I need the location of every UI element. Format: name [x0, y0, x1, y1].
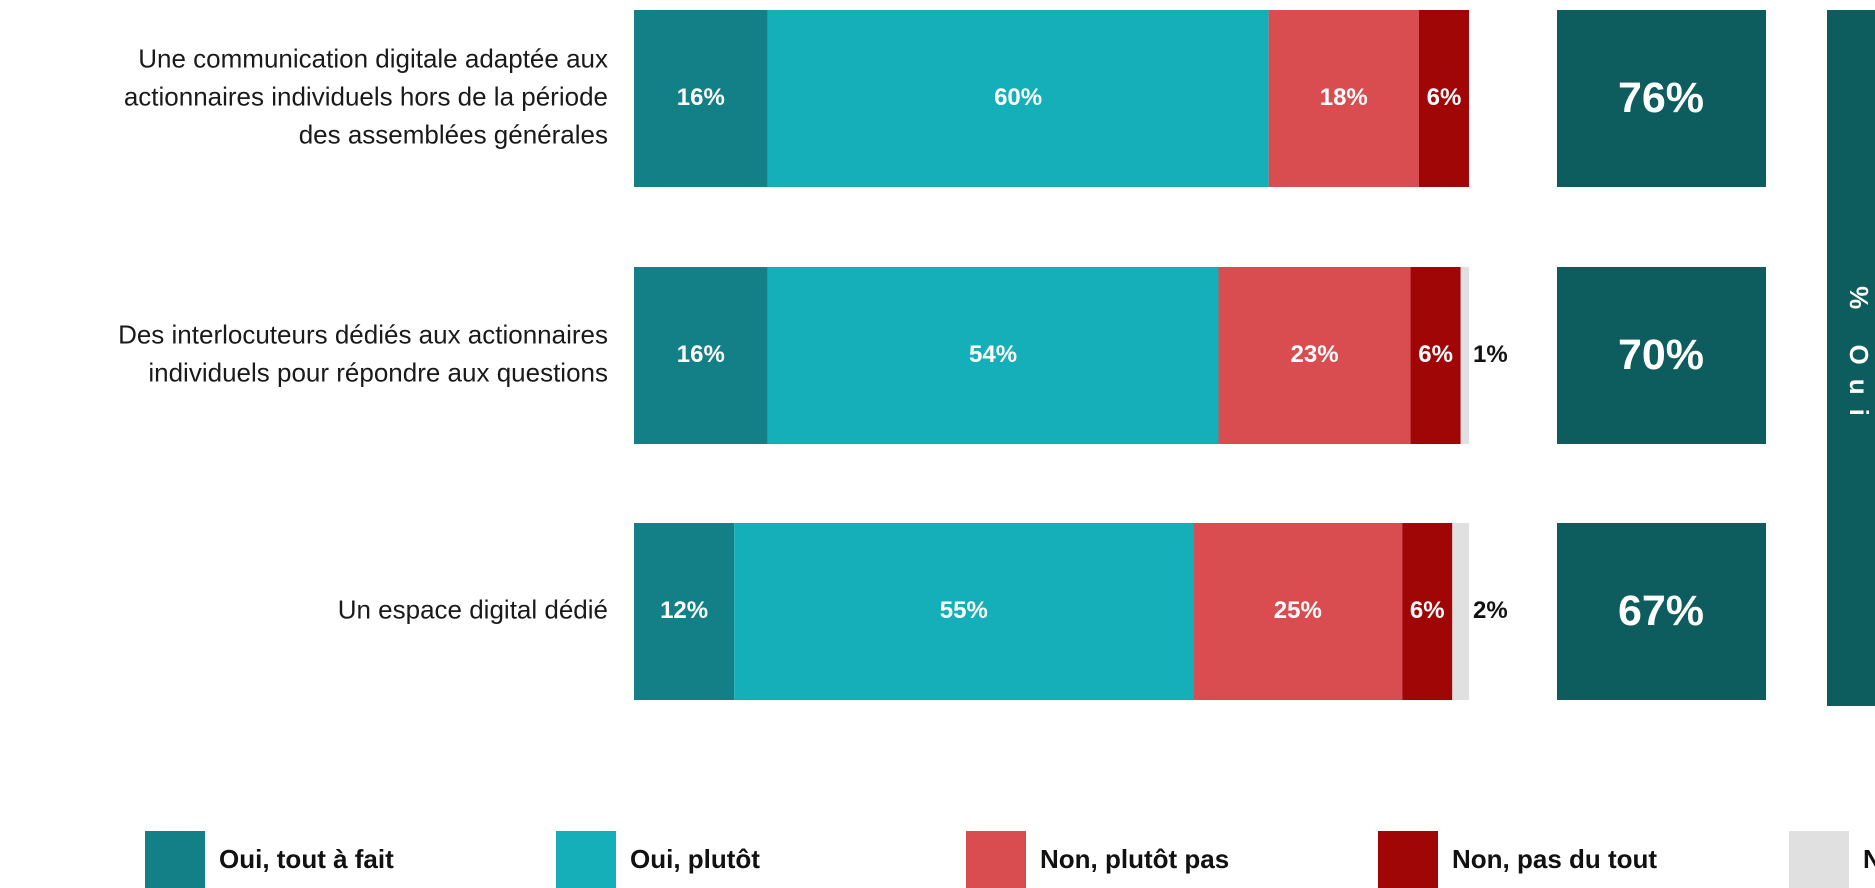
- bar-segment: [634, 10, 768, 187]
- bar-segment: [734, 523, 1194, 700]
- legend-swatch: [145, 831, 205, 888]
- value-label: 23%: [1291, 341, 1339, 368]
- total-label: 67%: [1618, 587, 1704, 635]
- category-line: actionnaires individuels hors de la péri…: [124, 81, 608, 111]
- bar-segment: [1268, 10, 1419, 187]
- value-label: 18%: [1320, 84, 1368, 111]
- bar-segment: [1193, 523, 1403, 700]
- value-label: 60%: [994, 84, 1042, 111]
- value-label: 6%: [1427, 84, 1462, 111]
- bar-segment: [1218, 267, 1411, 444]
- category-label: Des interlocuteurs dédiés aux actionnair…: [118, 319, 608, 387]
- bar-segment: [1452, 523, 1469, 700]
- category-line: individuels pour répondre aux questions: [148, 357, 608, 387]
- value-label: 2%: [1473, 597, 1508, 624]
- total-box: [1557, 10, 1766, 187]
- value-label: 54%: [969, 341, 1017, 368]
- totals-title: % Oui: [1844, 286, 1874, 430]
- legend-label: Oui, plutôt: [630, 844, 760, 874]
- value-label: 16%: [677, 341, 725, 368]
- bar-segment: [767, 267, 1219, 444]
- bar-segment: [634, 523, 735, 700]
- value-label: 12%: [660, 597, 708, 624]
- legend-label: Oui, tout à fait: [219, 844, 394, 874]
- value-label: 16%: [677, 84, 725, 111]
- category-label: Un espace digital dédié: [338, 594, 608, 624]
- total-label: 76%: [1618, 74, 1704, 122]
- category-label: Une communication digitale adaptée aux ac…: [124, 43, 608, 149]
- legend-swatch: [966, 831, 1026, 888]
- category-line: des assemblées générales: [299, 119, 608, 149]
- bar-segment: [1418, 10, 1469, 187]
- value-label: 55%: [940, 597, 988, 624]
- value-label: 6%: [1418, 341, 1453, 368]
- value-label: 6%: [1410, 597, 1445, 624]
- legend-label: Non, plutôt pas: [1040, 844, 1229, 874]
- bar-segment: [1410, 267, 1461, 444]
- bar-segment: [1460, 267, 1469, 444]
- legend-label: N: [1863, 844, 1875, 874]
- bar-segment: [767, 10, 1269, 187]
- bar-segment: [634, 267, 768, 444]
- category-line: Des interlocuteurs dédiés aux actionnair…: [118, 319, 608, 349]
- total-label: 70%: [1618, 331, 1704, 379]
- total-box: [1557, 523, 1766, 700]
- legend-label: Non, pas du tout: [1452, 844, 1657, 874]
- category-line: Un espace digital dédié: [338, 594, 608, 624]
- value-label: 1%: [1473, 341, 1508, 368]
- bar-segment: [1402, 523, 1453, 700]
- category-line: Une communication digitale adaptée aux: [138, 43, 608, 73]
- totals-panel: [1827, 10, 1875, 706]
- legend-swatch: [1789, 831, 1849, 888]
- value-label: 25%: [1274, 597, 1322, 624]
- total-box: [1557, 267, 1766, 444]
- legend-swatch: [1378, 831, 1438, 888]
- legend-swatch: [556, 831, 616, 888]
